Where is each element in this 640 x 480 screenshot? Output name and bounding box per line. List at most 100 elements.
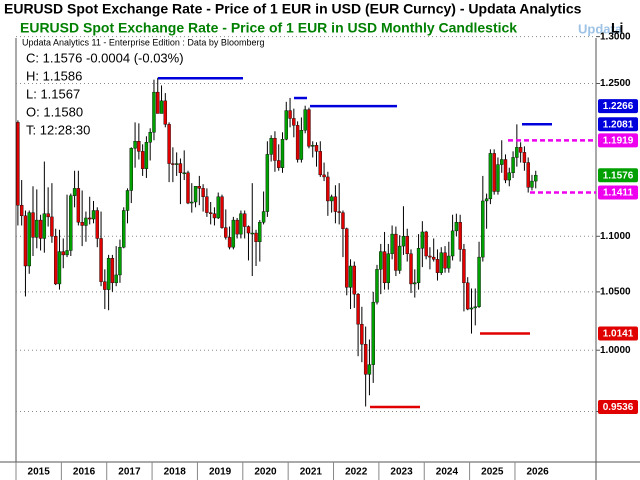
x-tick-label: 2018 — [164, 467, 187, 478]
candle-body — [137, 141, 141, 152]
candle-body — [288, 110, 292, 119]
info-time: T: 12:28:30 — [26, 122, 90, 137]
candle-body — [420, 231, 425, 249]
candle-body — [314, 145, 319, 152]
candle-body — [352, 265, 357, 295]
candle-body — [201, 188, 205, 197]
candle-body — [522, 152, 527, 163]
level-tag — [598, 326, 638, 341]
candle-body — [390, 233, 394, 254]
candle-body — [258, 222, 262, 242]
candle-body — [326, 176, 330, 202]
y-tick-label: 1.0000 — [600, 345, 631, 356]
candle-body — [526, 162, 530, 188]
candle-body — [220, 196, 224, 228]
x-tick-label: 2017 — [118, 467, 141, 478]
candle-body — [174, 163, 179, 165]
candle-body — [46, 213, 50, 218]
candle-body — [473, 306, 477, 309]
info-source: Updata Analytics 11 - Enterprise Edition… — [22, 37, 264, 47]
candle-body — [182, 172, 186, 175]
candle-body — [269, 138, 273, 155]
candle-body — [193, 186, 198, 203]
plot: 0.95001.00001.05001.10001.25001.30002015… — [15, 31, 638, 480]
candle-body — [235, 219, 239, 235]
candle-body — [110, 258, 115, 284]
candle-body — [397, 245, 402, 271]
candle-body — [103, 281, 107, 290]
candle-body — [322, 174, 326, 178]
candle-body — [27, 212, 31, 267]
candle-body — [16, 122, 20, 206]
candle-body — [140, 151, 145, 169]
candle-body — [484, 198, 489, 202]
candle-body — [500, 159, 504, 165]
candle-body — [31, 212, 35, 238]
candle-body — [148, 132, 152, 143]
candle-body — [125, 190, 130, 211]
candle-body — [42, 213, 47, 239]
candle-body — [458, 222, 462, 250]
candle-body — [481, 200, 485, 258]
candle-body — [416, 248, 421, 284]
candle-body — [413, 282, 417, 285]
candle-body — [466, 282, 470, 310]
x-tick-label: 2021 — [300, 467, 323, 478]
candle-body — [492, 153, 496, 192]
candle-body — [450, 230, 455, 257]
candle-body — [341, 212, 345, 229]
candle-body — [511, 157, 515, 174]
candle-body — [443, 252, 447, 269]
candle-body — [345, 228, 349, 288]
candle-body — [333, 196, 338, 212]
candle-body — [292, 118, 296, 126]
level-tag — [598, 399, 638, 414]
candle-body — [295, 125, 300, 160]
candle-body — [337, 211, 341, 213]
candle-body — [208, 212, 213, 214]
y-tick-label: 1.1000 — [600, 231, 631, 242]
candle-body — [80, 222, 84, 226]
watermark: Updata — [578, 21, 623, 36]
candle-body — [106, 258, 111, 290]
candle-body — [129, 148, 133, 191]
candle-body — [178, 163, 183, 174]
x-tick-label: 2022 — [345, 467, 368, 478]
candle-body — [386, 253, 391, 284]
candle-body — [375, 269, 379, 303]
candle-body — [186, 172, 190, 204]
x-tick-label: 2019 — [209, 467, 232, 478]
candle-body — [95, 210, 99, 239]
x-tick-label: 2025 — [481, 467, 504, 478]
candle-body — [122, 210, 126, 248]
x-tick-label: 2026 — [527, 467, 550, 478]
x-tick-label: 2024 — [436, 467, 459, 478]
candle-body — [454, 222, 459, 232]
candle-body — [224, 227, 228, 238]
candle-body — [118, 246, 122, 276]
y-tick-label: 1.0500 — [600, 287, 631, 298]
candle-body — [311, 145, 315, 147]
candle-body — [114, 274, 118, 284]
candle-body — [190, 201, 194, 204]
level-tag — [598, 168, 638, 183]
candle-body — [503, 159, 508, 181]
candle-body — [69, 195, 73, 251]
candle-body — [216, 196, 220, 219]
candle-body — [348, 265, 353, 288]
candle-body — [57, 251, 62, 285]
candle-body — [72, 188, 77, 196]
level-tag-label: 1.1411 — [603, 188, 633, 199]
candle-body — [447, 255, 451, 269]
level-tag-label: 1.2081 — [603, 119, 634, 130]
candle-body — [163, 100, 168, 125]
candle-body — [88, 217, 92, 220]
candle-body — [431, 256, 436, 260]
x-tick-label: 2023 — [390, 467, 413, 478]
candle-body — [205, 196, 209, 213]
candle-body — [409, 253, 413, 285]
candle-body — [144, 142, 149, 169]
candle-body — [360, 323, 364, 345]
candle-body — [469, 307, 474, 310]
